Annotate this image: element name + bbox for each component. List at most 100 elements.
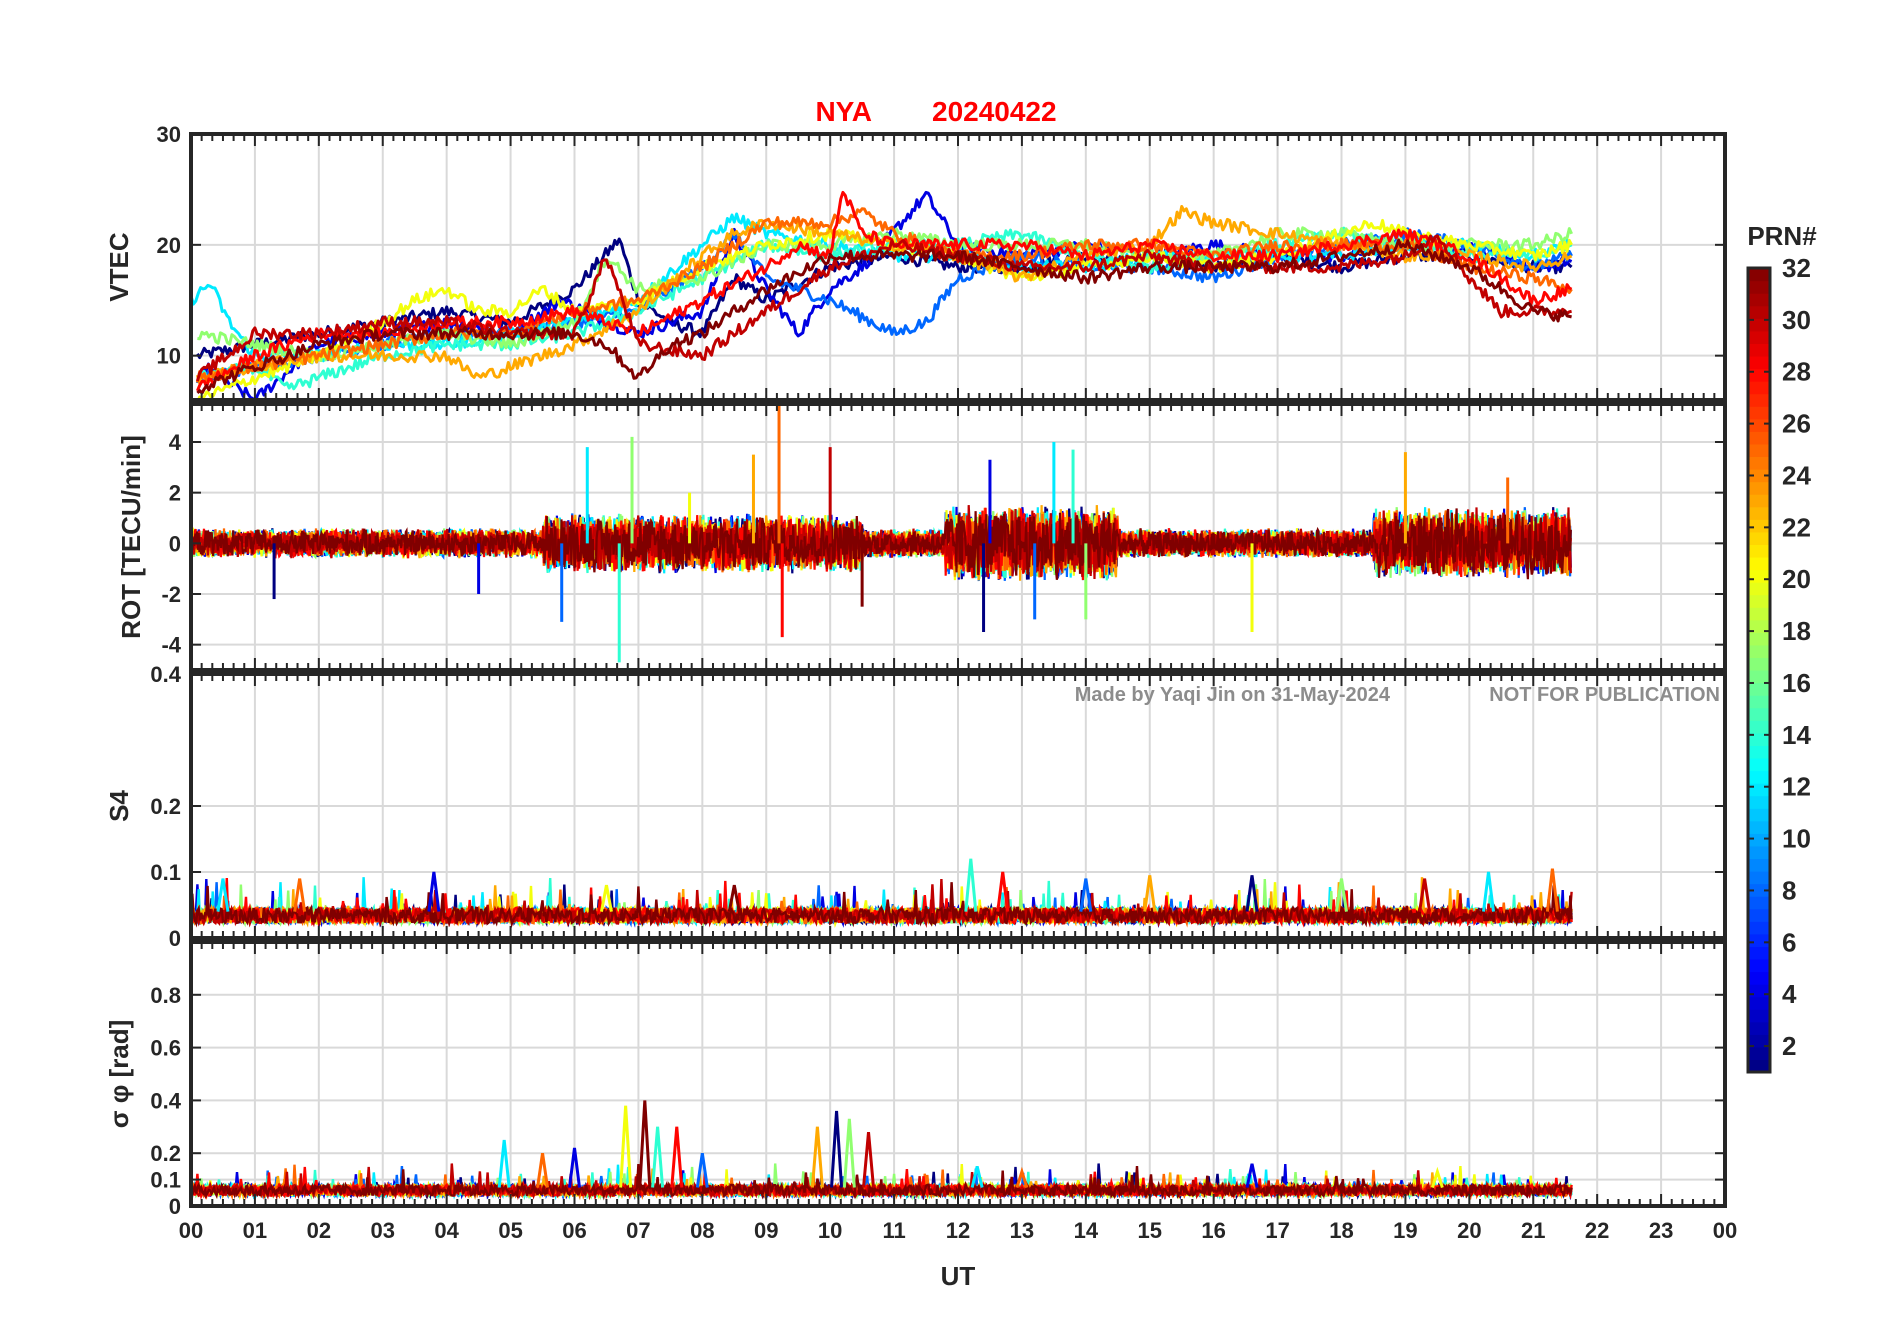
colorbar-segment xyxy=(1748,682,1770,696)
x-tick-label: 06 xyxy=(562,1218,586,1243)
sigma_phi-spike xyxy=(536,1152,550,1188)
x-tick-label: 13 xyxy=(1010,1218,1034,1243)
sigma_phi-spike xyxy=(970,1166,984,1188)
x-tick-label: 21 xyxy=(1521,1218,1545,1243)
colorbar-segment xyxy=(1748,1009,1770,1023)
y-tick-label: 0.6 xyxy=(150,1036,181,1061)
y-tick-label: 0.1 xyxy=(150,1168,181,1193)
colorbar-segment xyxy=(1748,381,1770,395)
colorbar-segment xyxy=(1748,443,1770,458)
colorbar-segment xyxy=(1748,820,1770,834)
sigma_phi-spike xyxy=(638,1100,652,1188)
x-tick-label: 14 xyxy=(1074,1218,1099,1243)
colorbar-segment xyxy=(1748,845,1770,860)
colorbar-tick-label: 4 xyxy=(1782,979,1797,1009)
colorbar-tick-label: 14 xyxy=(1782,720,1811,750)
x-axis-label: UT xyxy=(941,1261,976,1291)
colorbar-segment xyxy=(1748,921,1770,935)
colorbar-tick-label: 28 xyxy=(1782,357,1811,387)
colorbar-segment xyxy=(1748,720,1770,734)
y-tick-label: 2 xyxy=(169,481,181,506)
colorbar-tick-label: 30 xyxy=(1782,305,1811,335)
y-axis-label-vtec: VTEC xyxy=(104,232,134,302)
x-tick-label: 15 xyxy=(1138,1218,1162,1243)
colorbar-segment xyxy=(1748,305,1770,319)
colorbar-segment xyxy=(1748,971,1770,985)
s4-spike xyxy=(427,871,441,912)
colorbar-tick-label: 2 xyxy=(1782,1031,1796,1061)
x-tick-label: 07 xyxy=(626,1218,650,1243)
colorbar-segment xyxy=(1748,770,1770,784)
s4-spike xyxy=(727,884,741,912)
y-tick-label: 0 xyxy=(169,1194,181,1219)
s4-spike xyxy=(1079,878,1093,912)
colorbar-segment xyxy=(1748,1046,1770,1061)
colorbar-segment xyxy=(1748,833,1770,847)
vtec-series-prn-28 xyxy=(196,190,1573,392)
data-layer xyxy=(191,190,1770,1201)
colorbar-tick-label: 20 xyxy=(1782,564,1811,594)
colorbar-segment xyxy=(1748,582,1770,596)
colorbar-segment xyxy=(1748,556,1770,571)
colorbar-segment xyxy=(1748,757,1770,772)
sigma_phi-spike xyxy=(497,1139,511,1188)
colorbar-segment xyxy=(1748,996,1770,1010)
colorbar-segment xyxy=(1748,808,1770,822)
colorbar-tick-label: 10 xyxy=(1782,824,1811,854)
s4-spike xyxy=(293,878,307,912)
colorbar-segment xyxy=(1748,1021,1770,1035)
panel-s4-series xyxy=(191,858,1573,929)
y-tick-label: 4 xyxy=(169,430,182,455)
colorbar-segment xyxy=(1748,406,1770,420)
s4-spike xyxy=(1143,875,1157,912)
x-tick-label: 00 xyxy=(1713,1218,1737,1243)
x-tick-label: 05 xyxy=(498,1218,522,1243)
rot-series-prn-32 xyxy=(191,508,1572,580)
sigma_phi-spike xyxy=(619,1105,633,1188)
colorbar-tick-label: 6 xyxy=(1782,927,1796,957)
s4-spike xyxy=(996,871,1010,912)
colorbar-label: PRN# xyxy=(1747,221,1817,251)
s4-spike xyxy=(599,884,613,912)
colorbar-segment xyxy=(1748,569,1770,583)
sigma_phi-spike xyxy=(651,1126,665,1188)
colorbar-tick-label: 8 xyxy=(1782,875,1796,905)
y-tick-label: 0.2 xyxy=(150,794,181,819)
sigma_phi-spike xyxy=(695,1152,709,1188)
colorbar-segment xyxy=(1748,368,1770,382)
colorbar-segment xyxy=(1748,418,1770,432)
sigma_phi-spike xyxy=(568,1147,581,1188)
colorbar-segment xyxy=(1748,1059,1770,1073)
colorbar-segment xyxy=(1748,330,1770,344)
x-tick-label: 00 xyxy=(179,1218,203,1243)
y-tick-label: 10 xyxy=(157,344,181,369)
colorbar-segment xyxy=(1748,469,1770,483)
watermark-notice: NOT FOR PUBLICATION xyxy=(1489,684,1720,706)
x-tick-label: 04 xyxy=(434,1218,459,1243)
colorbar-segment xyxy=(1748,506,1770,520)
colorbar-segment xyxy=(1748,783,1770,797)
x-tick-label: 20 xyxy=(1457,1218,1481,1243)
colorbar-segment xyxy=(1748,896,1770,910)
panel-rot-series xyxy=(191,404,1572,663)
colorbar-segment xyxy=(1748,355,1770,370)
colorbar-segment xyxy=(1748,946,1770,960)
colorbar-segment xyxy=(1748,343,1770,357)
colorbar-tick-label: 24 xyxy=(1782,460,1811,490)
x-tick-label: 08 xyxy=(690,1218,714,1243)
y-axis-label-sigma_phi: σ φ [rad] xyxy=(104,1020,134,1129)
colorbar-segment xyxy=(1748,644,1770,659)
s4-spike xyxy=(1335,878,1348,912)
colorbar-segment xyxy=(1748,795,1770,809)
sigma_phi-spike xyxy=(1015,1166,1029,1188)
y-tick-label: 0.4 xyxy=(150,1088,181,1113)
colorbar-segment xyxy=(1748,958,1770,973)
y-tick-label: 0 xyxy=(169,531,181,556)
colorbar-tick-label: 12 xyxy=(1782,772,1811,802)
sigma_phi-spike xyxy=(810,1126,824,1188)
x-tick-label: 22 xyxy=(1585,1218,1609,1243)
s4-spike xyxy=(1482,871,1495,912)
vtec-series-prn-32 xyxy=(196,238,1572,395)
